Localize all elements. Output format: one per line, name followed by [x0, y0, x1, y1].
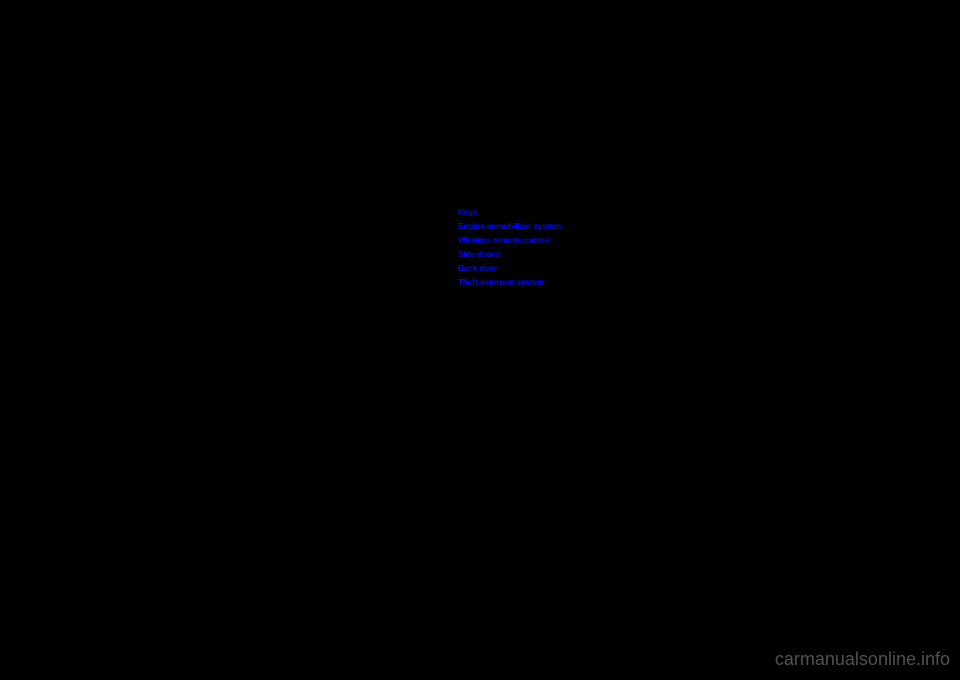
link-keys[interactable]: Keys — [458, 206, 561, 220]
link-side-doors[interactable]: Side doors — [458, 248, 561, 262]
link-wireless-remote[interactable]: Wireless remote control — [458, 234, 561, 248]
watermark-text: carmanualsonline.info — [775, 649, 950, 670]
link-engine-immobilizer[interactable]: Engine immobilizer system — [458, 220, 561, 234]
link-theft-deterrent[interactable]: Theft deterrent system — [458, 276, 561, 290]
link-back-door[interactable]: Back door — [458, 262, 561, 276]
navigation-links: Keys Engine immobilizer system Wireless … — [458, 206, 561, 290]
